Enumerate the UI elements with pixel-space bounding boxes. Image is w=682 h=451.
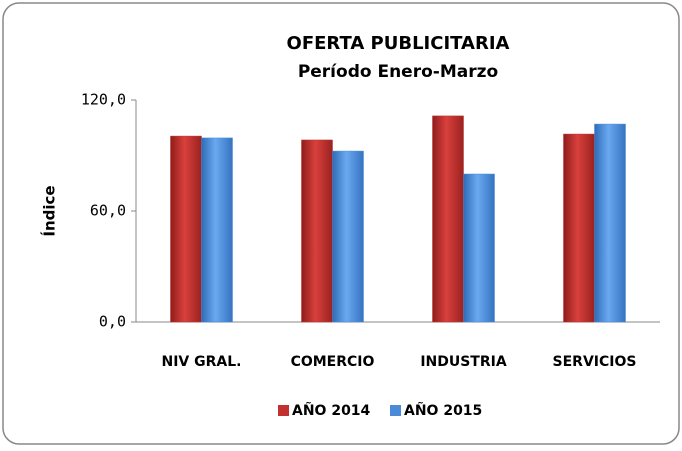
chart-title: OFERTA PUBLICITARIA: [287, 33, 510, 54]
bar: [463, 173, 495, 323]
y-axis-label: Índice: [40, 185, 59, 236]
x-tick-label: INDUSTRIA: [420, 354, 507, 370]
bar: [170, 135, 202, 323]
bar: [201, 137, 233, 323]
bar: [332, 150, 364, 323]
legend-swatch: [278, 405, 289, 416]
legend-label: AÑO 2014: [292, 402, 371, 419]
bar: [594, 123, 626, 323]
legend-label: AÑO 2015: [404, 402, 482, 419]
x-tick-label: SERVICIOS: [553, 354, 637, 370]
y-tick-label: 0,0: [99, 313, 126, 331]
bar: [301, 139, 333, 323]
y-tick-label: 60,0: [90, 202, 126, 220]
legend-swatch: [390, 405, 401, 416]
bar: [563, 133, 595, 323]
y-tick-label: 120,0: [81, 91, 126, 109]
x-tick-label: NIV GRAL.: [162, 354, 242, 370]
chart-subtitle: Período Enero-Marzo: [298, 62, 498, 82]
bar: [432, 115, 464, 323]
x-tick-label: COMERCIO: [291, 354, 375, 370]
